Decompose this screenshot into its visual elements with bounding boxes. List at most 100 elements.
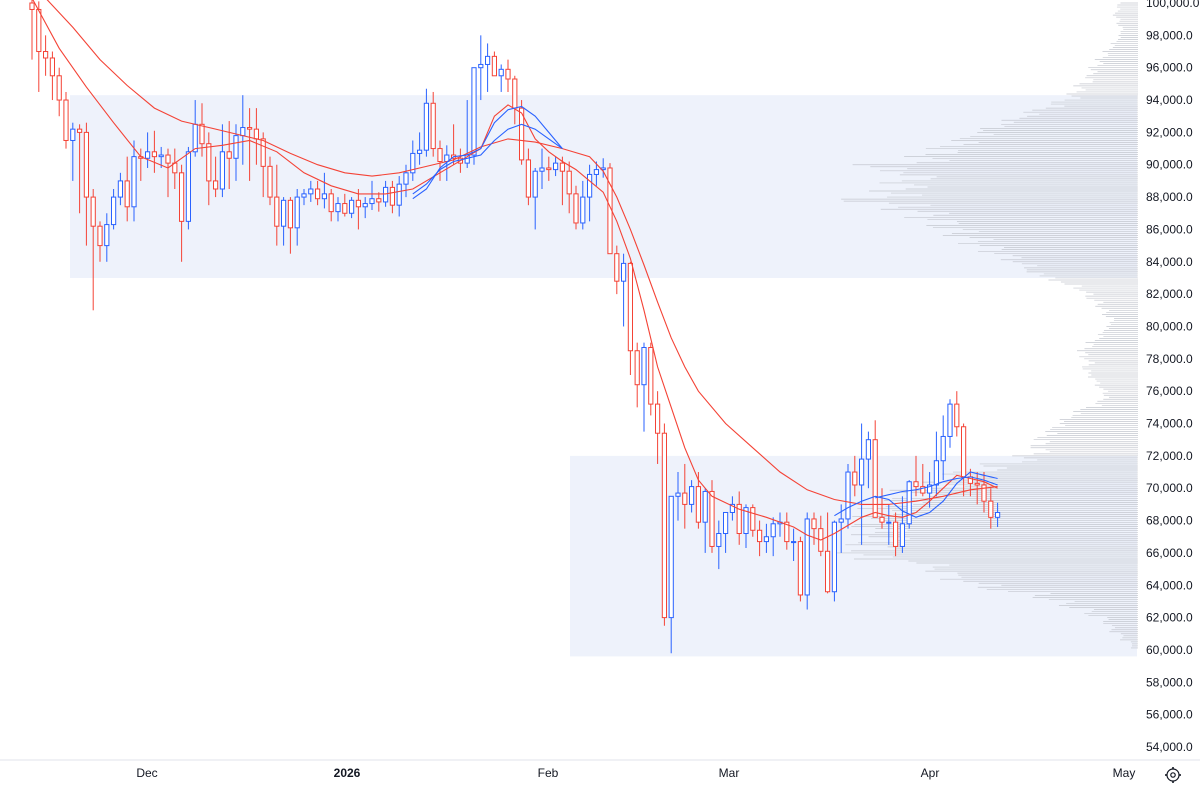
candle (729, 496, 735, 521)
candle (478, 35, 484, 101)
x-tick-label: 2026 (334, 766, 361, 780)
candle (532, 167, 538, 230)
candle-body (933, 460, 939, 486)
y-tick-label: 94,000.0 (1146, 93, 1193, 107)
candle (668, 495, 674, 654)
candle (315, 180, 321, 206)
candle-body (287, 199, 293, 229)
candle-body (865, 439, 871, 460)
candle-body (927, 484, 933, 494)
candle-body (43, 51, 49, 59)
x-tick-label: May (1113, 766, 1136, 780)
candle-body (56, 75, 62, 101)
candle-body (145, 151, 151, 159)
y-tick-label: 74,000.0 (1146, 417, 1193, 431)
y-tick-label: 64,000.0 (1146, 578, 1193, 592)
settings-button[interactable] (1162, 764, 1184, 786)
candle (947, 399, 953, 448)
candle-body (471, 67, 477, 156)
candle-body (668, 495, 674, 619)
candle-body (97, 225, 103, 247)
candle (423, 88, 429, 157)
candle-body (913, 481, 919, 488)
y-tick-label: 56,000.0 (1146, 708, 1193, 722)
candle (83, 122, 90, 246)
candle (287, 197, 293, 254)
candle-body (342, 203, 348, 214)
candle (974, 472, 980, 505)
candle-body (70, 128, 76, 141)
candle (940, 415, 946, 481)
x-tick-label: Feb (538, 766, 559, 780)
candle (430, 91, 436, 157)
candle-body (661, 432, 667, 619)
candle-body (614, 253, 620, 282)
candle-body (151, 151, 158, 158)
candle (906, 480, 912, 529)
candle (389, 180, 395, 214)
candle (641, 342, 647, 432)
candle (859, 423, 865, 545)
y-tick-label: 78,000.0 (1146, 352, 1193, 366)
candle-body (512, 78, 518, 109)
candle (97, 221, 103, 262)
candle-body (587, 173, 593, 198)
candle-body (206, 143, 212, 182)
y-tick-label: 66,000.0 (1146, 546, 1193, 560)
candle-body (396, 183, 402, 206)
candle (36, 1, 42, 92)
candle-body (723, 511, 729, 535)
candle (355, 189, 361, 230)
y-tick-label: 58,000.0 (1146, 675, 1193, 689)
candle-body (505, 68, 511, 80)
candle (675, 472, 681, 521)
y-tick-label: 70,000.0 (1146, 481, 1193, 495)
candle-body (498, 68, 504, 77)
candle-body (981, 484, 987, 502)
candle (274, 164, 280, 246)
candle (165, 148, 171, 198)
candle (655, 391, 661, 464)
candle (634, 342, 640, 408)
candle-body (804, 518, 810, 596)
candle (661, 423, 667, 626)
candle (49, 51, 55, 101)
range-zones (70, 95, 1137, 657)
candle-body (961, 426, 967, 478)
candle (702, 488, 708, 553)
candle (117, 172, 124, 206)
candle-body (906, 481, 912, 525)
candle (539, 148, 545, 189)
y-tick-label: 84,000.0 (1146, 255, 1193, 269)
y-tick-label: 54,000.0 (1146, 740, 1193, 754)
candle (811, 512, 817, 545)
candle-body (104, 224, 110, 247)
candle (770, 517, 776, 557)
candle (716, 520, 722, 570)
candle-body (267, 165, 273, 198)
x-tick-label: Apr (921, 766, 940, 780)
candle (219, 124, 226, 198)
candle-body (437, 148, 443, 163)
candle-body (117, 180, 124, 198)
candle (525, 148, 531, 206)
candle-body (430, 102, 436, 150)
candle-body (389, 186, 395, 206)
candle-body (525, 159, 531, 198)
candle (349, 197, 355, 219)
candle-body (763, 536, 769, 543)
candle-body (736, 503, 742, 535)
candle-body (702, 490, 708, 523)
candle (519, 100, 525, 165)
candle (410, 140, 416, 181)
candle-body (369, 198, 375, 205)
candle (580, 180, 586, 230)
candle-body (899, 523, 905, 547)
series-ma-blue-3 (834, 471, 998, 518)
candle-body (682, 492, 688, 505)
candle-body (77, 128, 83, 133)
candle (784, 512, 790, 550)
candle (90, 189, 96, 311)
candle-body (655, 403, 661, 434)
